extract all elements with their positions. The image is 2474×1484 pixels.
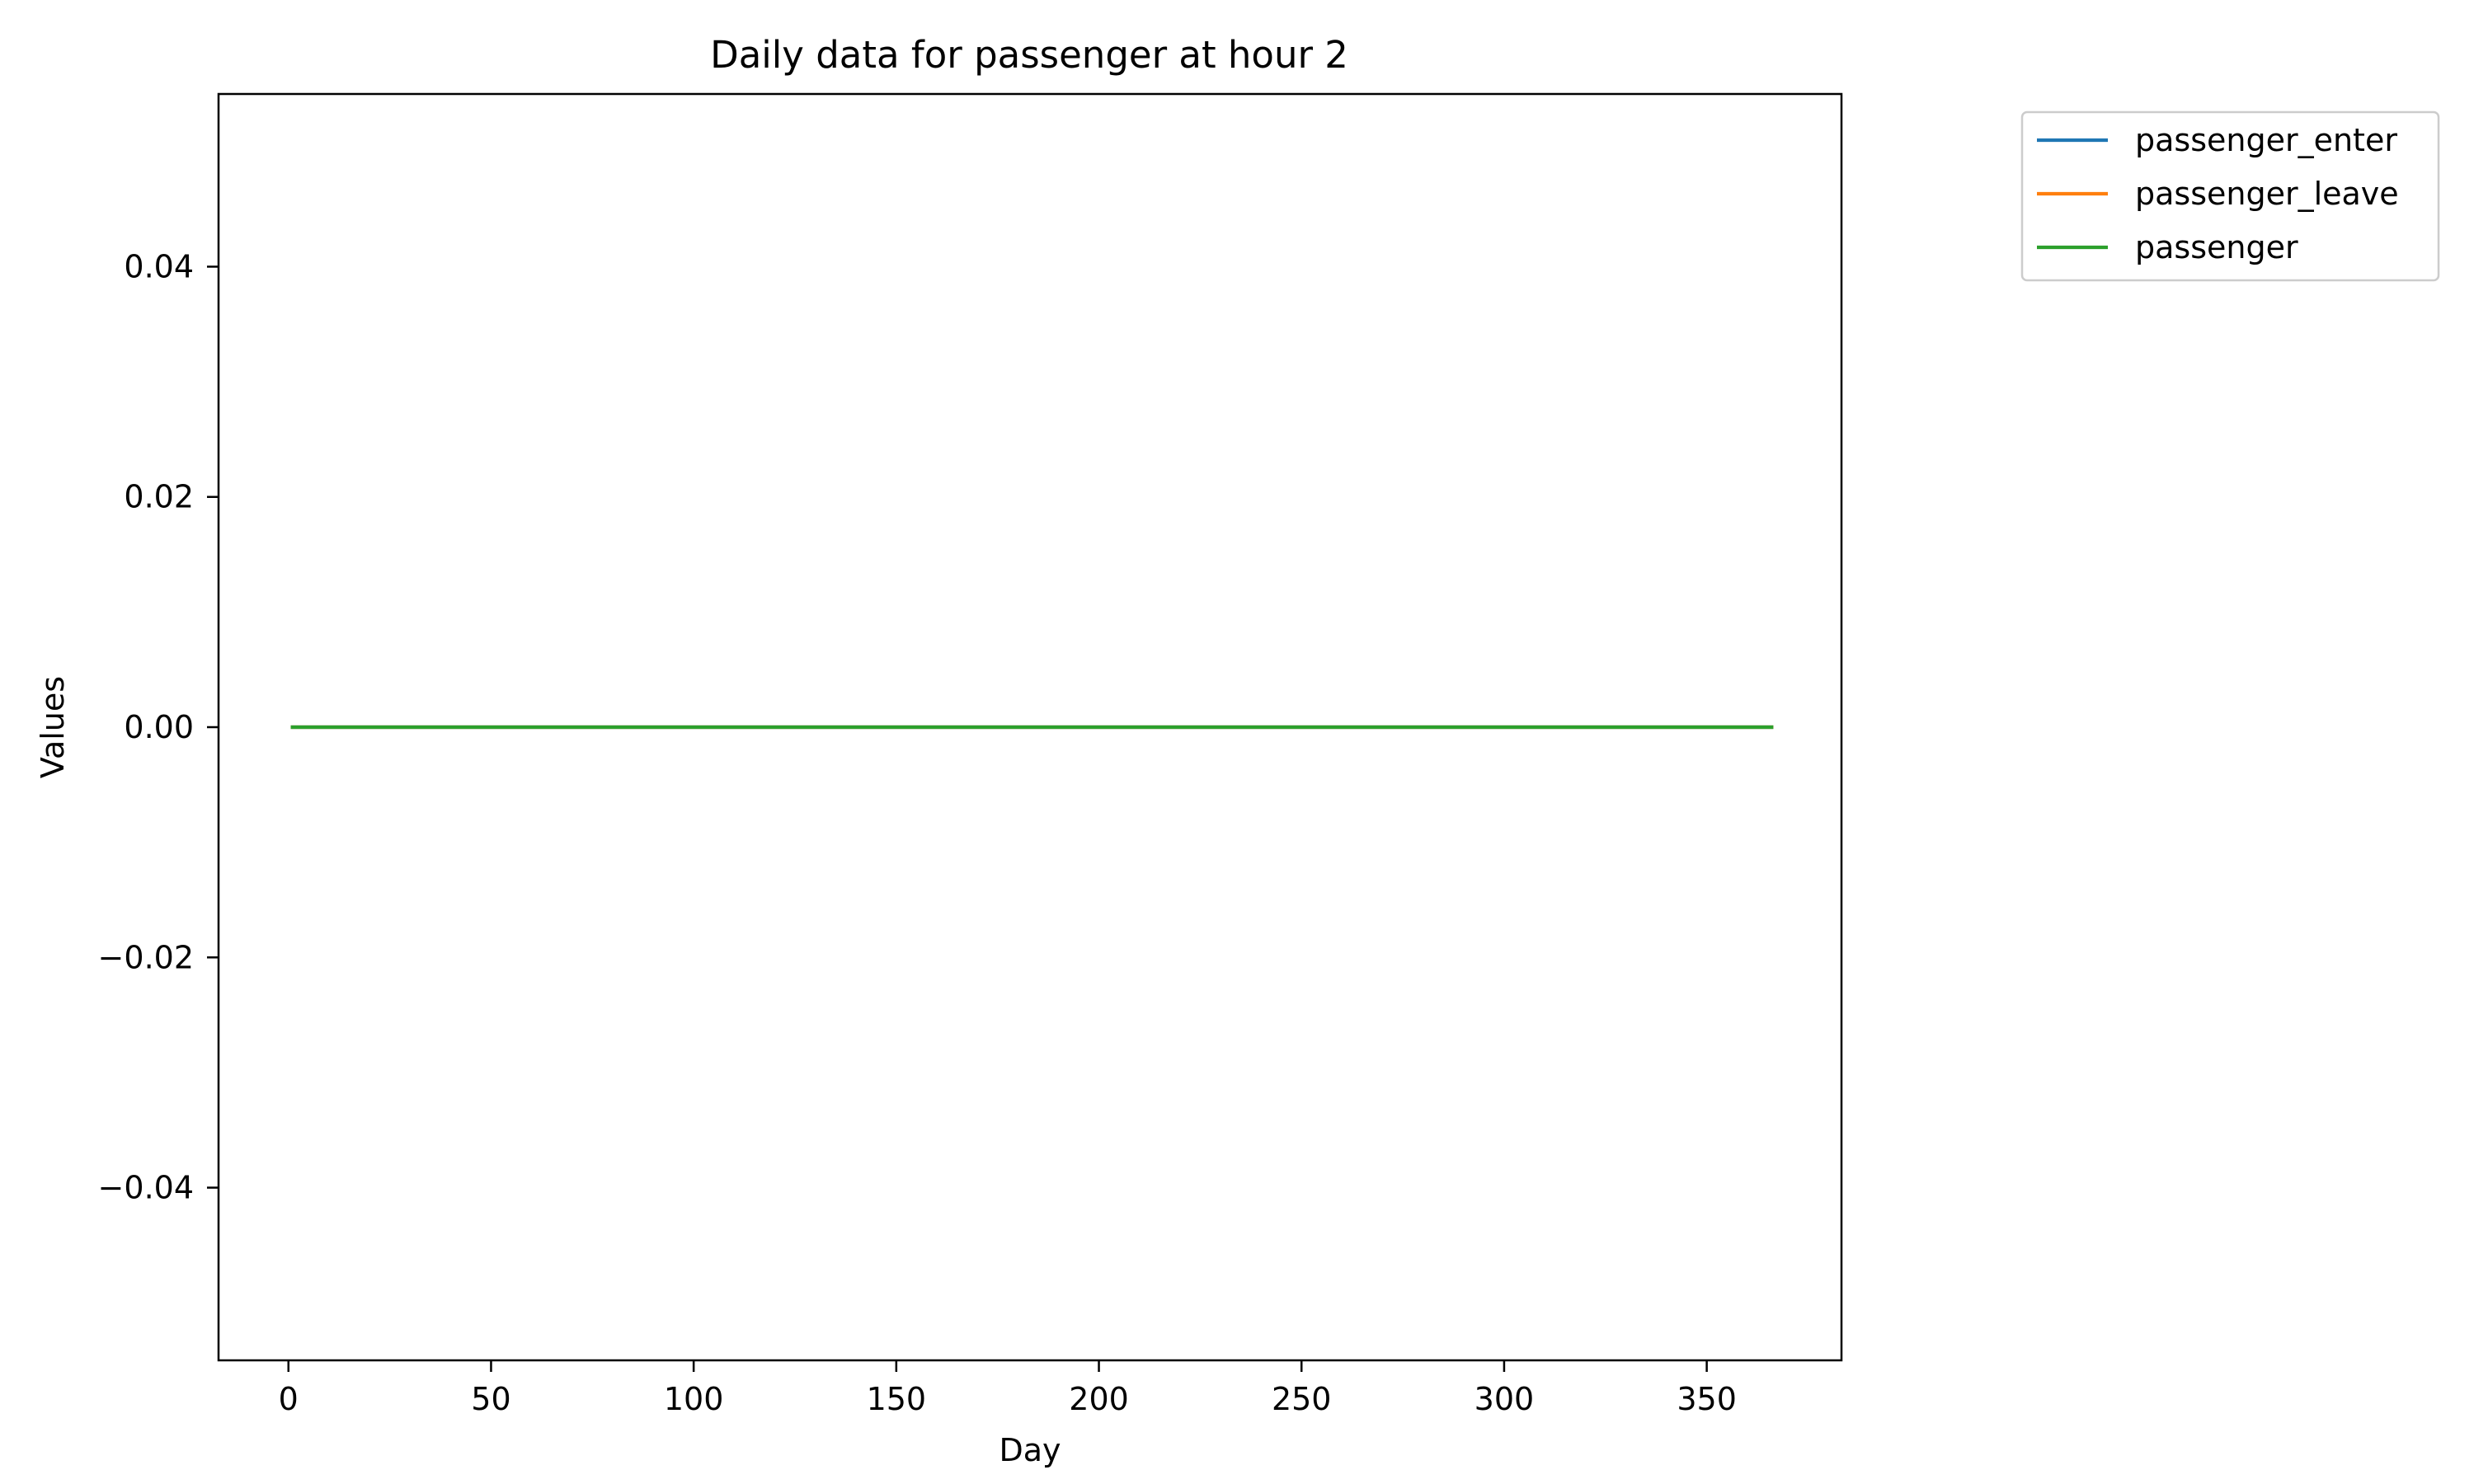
y-tick-label: 0.02 — [124, 479, 194, 515]
y-tick-label: −0.02 — [98, 939, 194, 975]
x-axis-ticks: 0 50 100 150 200 250 300 350 — [279, 1360, 1737, 1417]
y-axis-label: Values — [35, 676, 71, 778]
chart-title: Daily data for passenger at hour 2 — [710, 33, 1348, 77]
y-tick-label: 0.04 — [124, 248, 194, 284]
y-tick-label: −0.04 — [98, 1170, 194, 1206]
y-tick-label: 0.00 — [124, 709, 194, 745]
legend-label-passenger-leave: passenger_leave — [2135, 176, 2399, 212]
legend-items: passenger_enter passenger_leave passenger — [2037, 122, 2399, 265]
x-tick-label: 250 — [1272, 1381, 1332, 1417]
legend-label-passenger: passenger — [2135, 229, 2298, 265]
x-tick-label: 0 — [279, 1381, 299, 1417]
y-axis-ticks: −0.04 −0.02 0.00 0.02 0.04 — [98, 248, 219, 1206]
x-tick-label: 100 — [664, 1381, 724, 1417]
legend-box — [2020, 110, 2440, 282]
x-tick-label: 150 — [867, 1381, 927, 1417]
x-tick-label: 200 — [1069, 1381, 1129, 1417]
x-tick-label: 300 — [1475, 1381, 1535, 1417]
x-axis-label: Day — [999, 1432, 1061, 1468]
x-tick-label: 50 — [471, 1381, 510, 1417]
legend-label-passenger-enter: passenger_enter — [2135, 122, 2397, 158]
x-tick-label: 350 — [1677, 1381, 1737, 1417]
legend: passenger_enter passenger_leave passenger — [2020, 110, 2440, 282]
